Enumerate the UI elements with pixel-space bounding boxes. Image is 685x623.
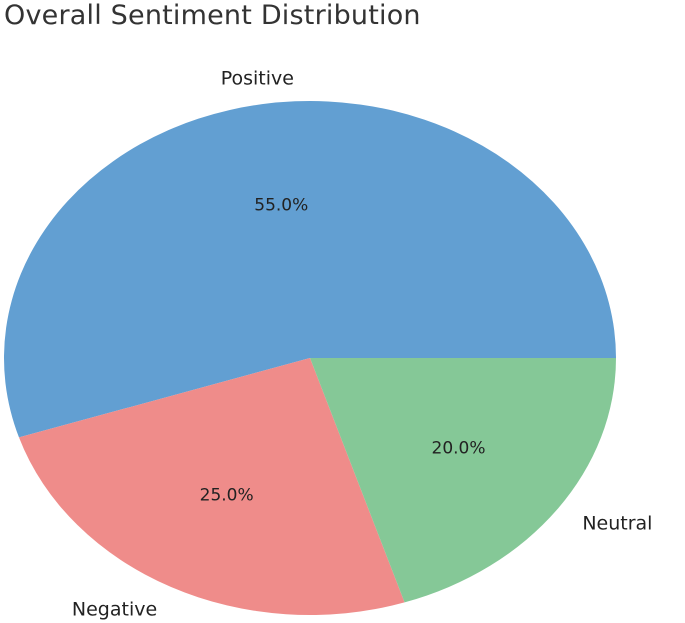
slice-label-negative: Negative (72, 598, 157, 620)
slice-percent-positive: 55.0% (254, 196, 308, 216)
pie-slice-positive (4, 101, 617, 438)
pie-slice-neutral (310, 358, 616, 603)
chart-title: Overall Sentiment Distribution (4, 0, 421, 31)
pie-slice-negative (18, 358, 405, 615)
slice-label-neutral: Neutral (582, 513, 652, 535)
slice-label-positive: Positive (221, 67, 294, 89)
slice-percent-neutral: 20.0% (432, 439, 486, 459)
slice-percent-negative: 25.0% (200, 485, 254, 505)
